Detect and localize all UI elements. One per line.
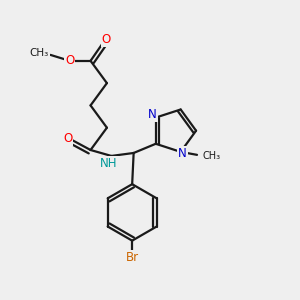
Text: N: N bbox=[178, 147, 187, 160]
Text: CH₃: CH₃ bbox=[202, 151, 220, 161]
Text: O: O bbox=[102, 33, 111, 46]
Text: NH: NH bbox=[100, 157, 118, 170]
Text: O: O bbox=[63, 132, 72, 145]
Text: CH₃: CH₃ bbox=[30, 47, 49, 58]
Text: O: O bbox=[65, 54, 74, 67]
Text: N: N bbox=[148, 108, 157, 121]
Text: Br: Br bbox=[126, 251, 139, 264]
